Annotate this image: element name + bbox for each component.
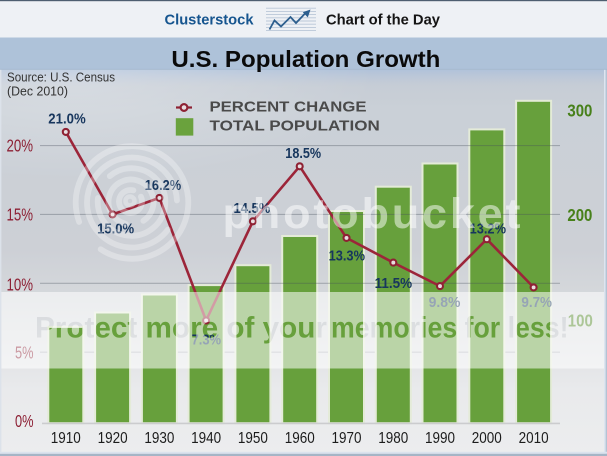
svg-text:18.5%: 18.5% xyxy=(285,145,321,162)
svg-text:2010: 2010 xyxy=(519,430,549,447)
svg-text:21.0%: 21.0% xyxy=(48,110,85,127)
svg-text:15.0%: 15.0% xyxy=(97,220,134,237)
svg-text:1910: 1910 xyxy=(51,430,81,447)
svg-text:200: 200 xyxy=(567,205,592,225)
svg-text:1930: 1930 xyxy=(144,430,174,447)
svg-text:Clusterstock: Clusterstock xyxy=(165,11,255,28)
svg-text:15%: 15% xyxy=(7,204,34,224)
svg-text:TOTAL POPULATION: TOTAL POPULATION xyxy=(210,118,380,135)
svg-text:1980: 1980 xyxy=(378,430,408,447)
svg-text:20%: 20% xyxy=(7,135,34,155)
svg-text:2000: 2000 xyxy=(472,430,502,447)
svg-text:300: 300 xyxy=(567,101,592,121)
svg-text:13.2%: 13.2% xyxy=(470,220,506,237)
svg-text:(Dec 2010): (Dec 2010) xyxy=(7,85,68,99)
svg-text:1950: 1950 xyxy=(238,430,268,447)
svg-text:1940: 1940 xyxy=(191,430,221,447)
svg-text:16.2%: 16.2% xyxy=(145,177,181,194)
svg-text:1960: 1960 xyxy=(285,430,315,447)
svg-text:10%: 10% xyxy=(7,275,34,295)
svg-text:1920: 1920 xyxy=(98,430,128,447)
svg-text:Source: U.S. Census: Source: U.S. Census xyxy=(7,71,115,85)
svg-text:photobucket: photobucket xyxy=(223,190,521,238)
svg-text:Chart of the Day: Chart of the Day xyxy=(326,12,441,29)
svg-text:11.5%: 11.5% xyxy=(375,275,413,292)
svg-text:1970: 1970 xyxy=(332,430,362,447)
svg-text:0%: 0% xyxy=(15,411,34,431)
svg-text:14.5%: 14.5% xyxy=(233,200,270,217)
svg-text:1990: 1990 xyxy=(425,430,455,447)
svg-text:13.3%: 13.3% xyxy=(329,247,365,264)
svg-text:PERCENT CHANGE: PERCENT CHANGE xyxy=(210,99,367,116)
svg-text:U.S. Population Growth: U.S. Population Growth xyxy=(171,46,440,72)
